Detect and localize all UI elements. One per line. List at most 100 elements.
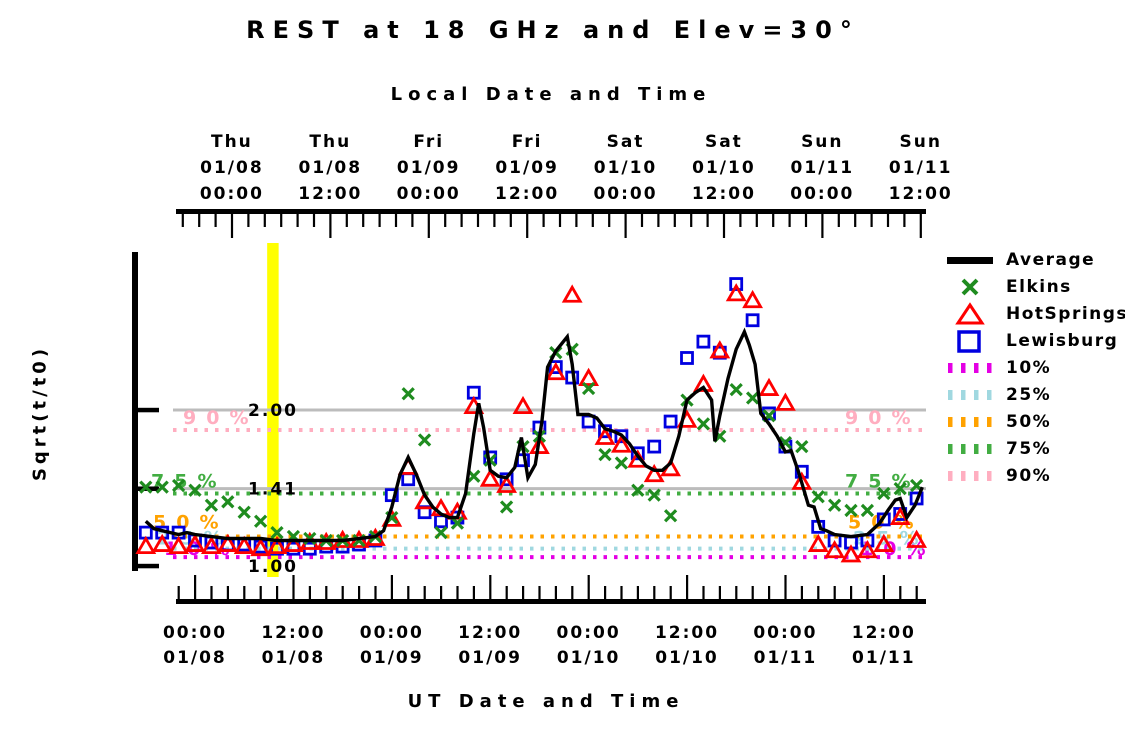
percentile-dash-icon [942,437,998,461]
top-tick-time: 12:00 [889,184,953,204]
bottom-tick-date: 01/08 [163,648,227,668]
elkins-marker [434,525,448,540]
hotsprings-marker [184,533,206,552]
y-axis: 2.00 1.41 1.00 [132,252,298,577]
elkins-marker [844,503,858,518]
legend: Average Elkins HotSprings Lewisburg 10% 25% 50… [942,246,1125,489]
y-tick-label: 1.41 [248,480,298,500]
percentile-label-right-90%: 90% [845,407,920,429]
legend-label: Elkins [1006,276,1072,297]
elkins-marker [171,478,186,493]
legend-label: 75% [1006,438,1052,459]
hotsprings-marker [545,361,567,381]
percentile-label-left-90%: 90% [183,407,258,429]
hotsprings-marker [873,533,895,552]
hotsprings-marker [561,284,583,303]
top-tick-time: 00:00 [790,184,854,204]
hotsprings-marker [824,539,846,559]
top-tick-time: 12:00 [298,184,362,204]
percentile-dash-icon [942,464,998,488]
hotsprings-marker [807,533,829,552]
lewisburg-marker [548,360,563,374]
y-axis-label: Sqrt(t/t0) [29,344,51,482]
top-tick-date: 01/10 [692,158,756,178]
top-tick-day: Thu [211,132,253,152]
bottom-tick-date: 01/11 [852,648,916,668]
top-tick-date: 01/09 [495,158,559,178]
legend-label: 25% [1006,384,1052,405]
hotsprings-marker [742,289,764,309]
elkins-marker [253,514,268,528]
bottom-tick-date: 01/09 [458,648,522,668]
hotsprings-marker [906,529,928,548]
bottom-tick-date: 01/08 [262,648,326,668]
square-marker-icon [942,329,998,353]
series-elkins [139,342,924,548]
elkins-marker [270,525,284,540]
lewisburg-marker [680,351,694,365]
y-tick-label: 1.00 [248,557,298,577]
percentile-label-right-75%: 75% [845,471,920,493]
top-tick-day: Sun [899,132,941,152]
hotsprings-marker [200,535,222,555]
hotsprings-marker [578,367,600,386]
average-line-icon [942,248,998,272]
bottom-tick-time: 00:00 [557,623,621,643]
bottom-tick-time: 00:00 [360,623,424,643]
elkins-marker [877,486,891,501]
bottom-tick-time: 12:00 [852,623,916,643]
hotsprings-marker [266,535,288,555]
lewisburg-marker [401,472,416,487]
top-tick-day: Thu [309,132,351,152]
bottom-tick-date: 01/10 [655,648,719,668]
hotsprings-marker [233,535,255,555]
x-marker-icon [942,275,998,299]
top-tick-date: 01/11 [791,158,855,178]
lewisburg-marker [614,429,629,444]
bottom-tick-date: 01/09 [360,648,424,668]
hotsprings-marker [856,539,878,559]
legend-label: Average [1006,249,1096,270]
elkins-marker [221,495,235,509]
hotsprings-marker [250,537,272,557]
bottom-axis-label: UT Date and Time [407,691,685,712]
top-axis-tick-labels: Thu 01/08 00:00 Thu 01/08 12:00 Fri 01/09 00:00 F… [200,132,953,204]
percentile-label-left-50%: 50% [153,512,228,534]
lewisburg-marker [499,472,514,487]
hotsprings-marker [594,426,616,445]
elkins-marker [696,417,711,431]
elkins-marker [401,387,415,401]
hotsprings-marker [135,535,157,555]
hotsprings-marker [528,435,550,454]
reference-gridlines [173,408,926,491]
hotsprings-marker [151,533,173,552]
top-tick-date: 01/10 [594,158,658,178]
legend-item-25pct: 25% [942,381,1125,408]
hotsprings-marker [496,474,518,493]
legend-label: 10% [1006,357,1052,378]
triangle-marker-icon [942,301,998,326]
chart-title: REST at 18 GHz and Elev=30° [246,16,860,44]
legend-item-50pct: 50% [942,408,1125,435]
bottom-tick-date: 01/11 [754,648,818,668]
y-tick-label: 2.00 [248,401,298,421]
hotsprings-marker [889,506,911,525]
elkins-marker [729,382,743,397]
legend-item-10pct: 10% [942,354,1125,381]
hotsprings-marker [643,463,665,483]
elkins-marker [417,433,432,447]
elkins-marker [795,439,809,454]
elkins-marker [237,505,251,519]
hotsprings-marker [725,283,747,302]
lewisburg-marker [696,334,711,349]
bottom-tick-time: 12:00 [458,623,522,643]
hotsprings-marker [217,533,239,552]
elkins-marker [155,480,169,494]
hotsprings-marker [840,544,862,563]
percentile-dash-icon [942,356,998,380]
elkins-marker [663,509,678,523]
elkins-marker [614,456,629,470]
top-tick-date: 01/08 [299,158,363,178]
